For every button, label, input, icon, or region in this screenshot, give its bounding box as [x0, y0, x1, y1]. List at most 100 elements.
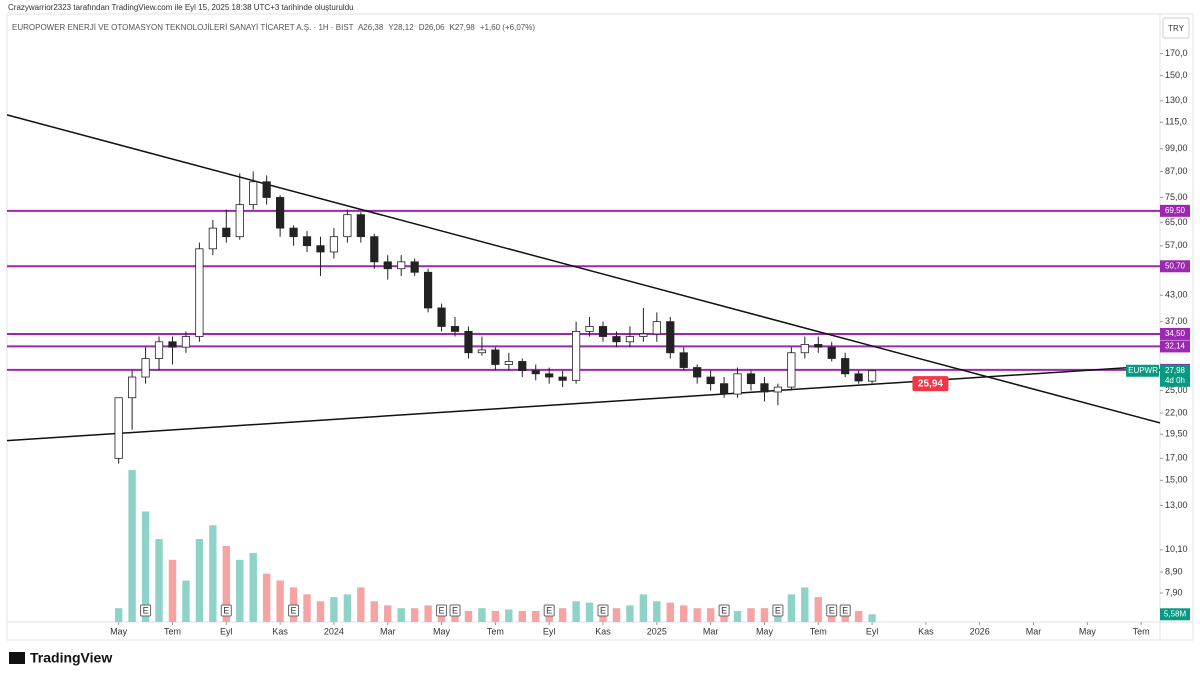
volume-bar [155, 539, 163, 622]
candle-body [612, 336, 621, 343]
y-tick-label: 10,10 [1165, 544, 1188, 554]
level-box [1160, 340, 1190, 353]
earnings-mark: E [223, 605, 229, 615]
candle-body [356, 214, 365, 238]
volume-bar [680, 605, 688, 622]
candle-body [572, 331, 581, 381]
candle-body [814, 344, 823, 348]
x-tick-label: May [1079, 626, 1097, 636]
symbol-label: EUPWR [1128, 366, 1158, 375]
level-box [1160, 327, 1190, 340]
candle-body [545, 373, 554, 378]
earnings-box [449, 604, 461, 617]
volume-bar [209, 525, 217, 622]
candle-body [585, 326, 594, 332]
last-price-box [1160, 364, 1190, 387]
earnings-box [772, 604, 784, 617]
candle-body [558, 376, 567, 381]
candle-body [679, 352, 688, 368]
candle-body [437, 307, 446, 327]
volume-bar [424, 605, 432, 622]
earnings-box [288, 604, 300, 617]
y-tick-label: 115,0 [1165, 117, 1187, 127]
volume-bar [114, 608, 123, 622]
candle-body [706, 376, 715, 385]
header: EUROPOWER ENERJİ VE OTOMASYON TEKNOLOJİL… [12, 23, 535, 32]
level-box [1160, 204, 1190, 217]
candle-body [841, 358, 850, 375]
x-tick-label: 2024 [324, 626, 344, 636]
y-tick-label: 22,00 [1165, 407, 1188, 417]
volume-bar [478, 608, 486, 622]
earnings-mark: E [546, 605, 552, 615]
x-tick-label: Tem [1133, 626, 1150, 636]
candle-body [464, 331, 473, 354]
candle-body [491, 349, 500, 365]
symbol-box [1126, 364, 1159, 377]
level-box [1160, 260, 1190, 273]
y-tick-label: 99,00 [1165, 143, 1188, 153]
x-tick-label: Mar [703, 626, 719, 636]
y-tick-label: 170,0 [1165, 48, 1188, 58]
candle-body [208, 227, 217, 250]
x-tick-label: 2026 [970, 626, 990, 636]
volume-bar [760, 608, 769, 622]
x-tick-label: Eyl [220, 626, 233, 636]
currency: TRY [1168, 24, 1185, 33]
callout-label: 25,94 [918, 379, 943, 390]
volume-bar [303, 594, 311, 622]
brand: TradingView [30, 650, 112, 666]
volume-bar [626, 605, 634, 622]
candle-body [598, 326, 608, 337]
candle-body [343, 214, 352, 238]
earnings-box [597, 604, 609, 617]
candle-body [262, 181, 271, 198]
x-tick-label: Eyl [866, 626, 879, 636]
y-tick-label: 150,0 [1165, 70, 1188, 80]
candle-body [639, 333, 648, 337]
x-tick-label: May [756, 626, 774, 636]
candle-body [128, 376, 137, 399]
earnings-mark: E [721, 605, 727, 615]
volume-bar [236, 559, 244, 622]
y-tick-label: 17,00 [1165, 453, 1188, 463]
y-tick-label: 7,90 [1165, 587, 1183, 597]
earnings-box [436, 604, 448, 617]
x-tick-label: Tem [487, 626, 504, 636]
volume-bar [128, 470, 136, 622]
volume-bar [397, 608, 405, 622]
y-tick-label: 19,50 [1165, 429, 1188, 439]
candle-body [276, 197, 285, 229]
volume-bar [491, 610, 500, 622]
candle-body [652, 321, 661, 335]
candle-body [504, 361, 513, 365]
volume-bar [141, 511, 150, 622]
candle-body [410, 261, 419, 273]
candle-body [719, 383, 729, 395]
volume-label-box [1160, 608, 1190, 621]
ohlc-text: +1,60 (+6,07%) [480, 23, 535, 32]
volume-bar [666, 602, 674, 622]
x-tick-label: Tem [164, 626, 181, 636]
y-tick-label: 87,00 [1165, 166, 1188, 176]
volume-bar [357, 587, 365, 622]
candle-body [114, 397, 123, 459]
volume-label: 5,58M [1164, 609, 1187, 618]
x-tick-label: Kas [918, 626, 934, 636]
volume-bar [854, 610, 863, 622]
candle-body [773, 386, 783, 393]
last-price-label: 27,98 [1165, 366, 1186, 375]
x-tick-label: May [433, 626, 451, 636]
level-label: 69,50 [1165, 206, 1186, 215]
volume-bar [370, 601, 378, 622]
volume-bar [747, 608, 755, 622]
candle-body [666, 321, 675, 354]
volume-bar [814, 597, 822, 622]
candle-body [141, 358, 150, 378]
volume-bar [343, 594, 352, 622]
earnings-mark: E [600, 605, 606, 615]
candle-body [531, 370, 540, 375]
earnings-box [140, 604, 152, 617]
volume-bar [276, 580, 284, 622]
caption: Crazywarrior2323 tarafından TradingView.… [8, 3, 354, 12]
